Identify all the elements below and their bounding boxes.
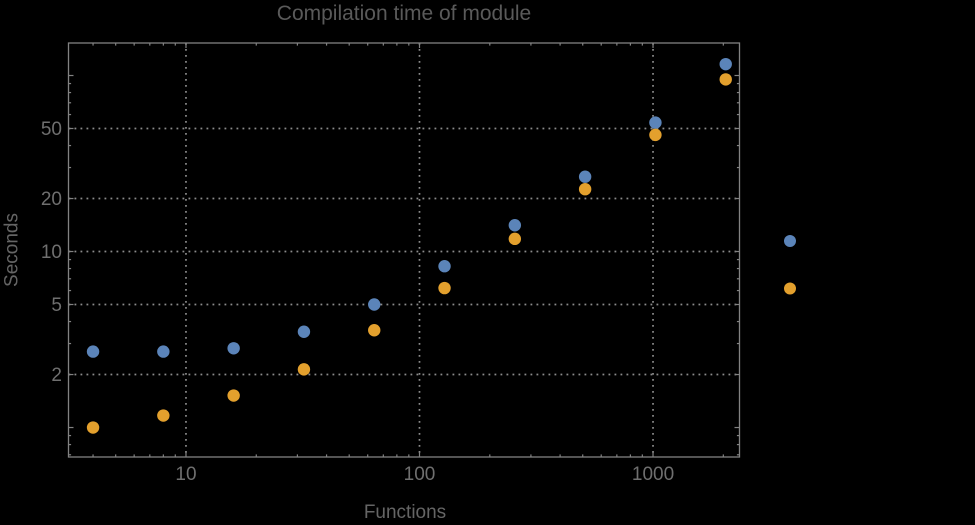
y-tick-label: 20 — [41, 189, 62, 210]
legend-marker-blue — [784, 235, 796, 247]
legend-marker-orange — [784, 282, 796, 295]
data-point-blue — [368, 298, 381, 311]
data-point-blue — [438, 260, 451, 273]
data-point-orange — [438, 281, 451, 295]
data-point-orange — [368, 324, 381, 337]
x-tick-label: 1000 — [632, 464, 674, 485]
data-point-blue — [719, 57, 732, 71]
data-point-blue — [649, 116, 662, 129]
data-point-orange — [86, 421, 100, 434]
data-point-blue — [86, 345, 100, 358]
data-point-orange — [157, 409, 170, 422]
y-tick-label: 50 — [41, 119, 62, 140]
x-tick-label: 10 — [175, 464, 196, 485]
data-point-blue — [508, 219, 522, 232]
data-point-orange — [649, 128, 662, 142]
y-tick-label: 5 — [51, 295, 62, 316]
data-point-orange — [578, 182, 592, 196]
data-point-blue — [157, 345, 170, 358]
data-point-blue — [297, 325, 311, 338]
data-point-orange — [227, 389, 240, 402]
x-axis-label: Functions — [363, 502, 447, 523]
plot-frame — [67, 42, 741, 458]
data-point-blue — [227, 342, 240, 355]
y-tick-label: 2 — [51, 365, 62, 386]
chart-title: Compilation time of module — [276, 2, 532, 25]
data-point-orange — [508, 232, 522, 246]
y-tick-label: 10 — [41, 242, 62, 263]
data-point-orange — [719, 73, 732, 86]
data-point-blue — [578, 170, 592, 183]
x-tick-label: 100 — [404, 464, 436, 485]
data-point-orange — [297, 363, 311, 376]
